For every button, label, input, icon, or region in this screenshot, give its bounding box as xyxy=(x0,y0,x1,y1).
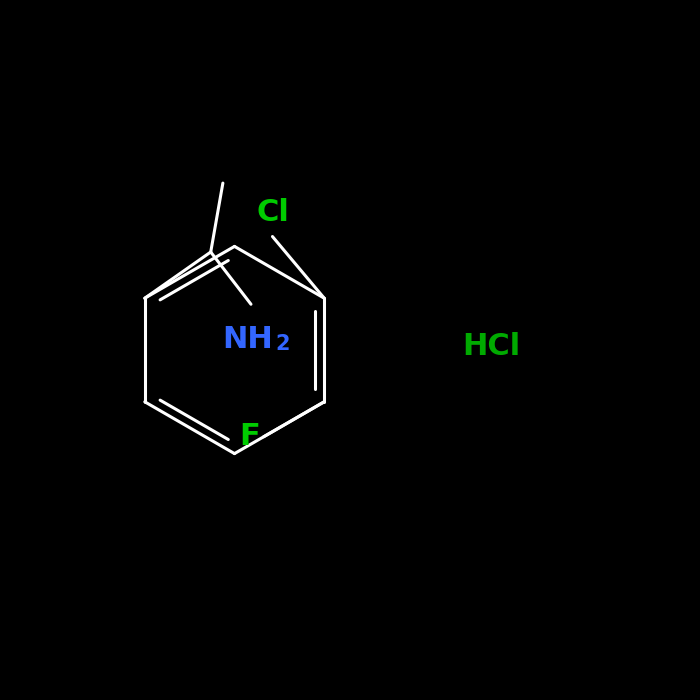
Text: 2: 2 xyxy=(275,335,290,354)
Text: F: F xyxy=(239,422,260,452)
Text: NH: NH xyxy=(222,326,273,354)
Text: Cl: Cl xyxy=(256,198,289,228)
Text: HCl: HCl xyxy=(462,332,520,361)
